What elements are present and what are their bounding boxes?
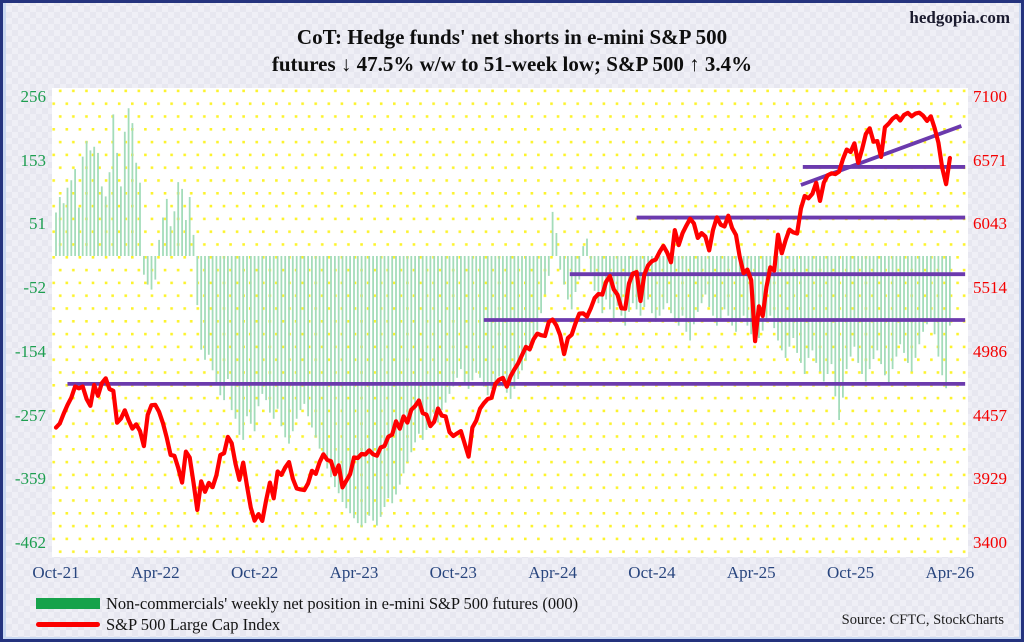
chart-title: CoT: Hedge funds' net shorts in e-mini S…	[0, 24, 1024, 79]
left-axis-tick: -257	[14, 405, 46, 425]
x-axis-tick: Oct-21	[32, 563, 80, 582]
sp500-price-line	[53, 110, 953, 524]
legend-bar-label: Non-commercials' weekly net position in …	[106, 594, 579, 613]
legend: Non-commercials' weekly net position in …	[36, 593, 578, 635]
right-axis-tick: 6571	[973, 150, 1007, 170]
chart-title-line2: futures ↓ 47.5% w/w to 51-week low; S&P …	[271, 52, 753, 77]
right-axis-tick: 3929	[973, 469, 1007, 489]
source-credit: Source: CFTC, StockCharts	[841, 612, 1004, 628]
left-axis-tick: -154	[14, 341, 46, 361]
right-axis-tick: 4457	[973, 405, 1007, 425]
right-axis-tick: 3400	[973, 533, 1007, 552]
chart-title-line1: CoT: Hedge funds' net shorts in e-mini S…	[296, 25, 728, 49]
right-axis-tick: 5514	[973, 278, 1007, 298]
legend-line-label: S&P 500 Large Cap Index	[106, 615, 281, 634]
right-axis-tick: 4986	[973, 341, 1007, 361]
left-axis-tick: 256	[20, 87, 47, 106]
left-axis-tick: -52	[23, 278, 46, 298]
x-axis-tick: Apr-26	[925, 563, 975, 582]
x-axis-tick: Apr-24	[528, 563, 577, 582]
legend-item-sp500: S&P 500 Large Cap Index	[36, 614, 578, 635]
right-axis-tick: 7100	[973, 87, 1007, 106]
x-axis-tick: Oct-25	[826, 563, 875, 582]
left-axis-tick: -462	[14, 533, 46, 552]
left-axis-tick: 153	[20, 150, 47, 170]
x-axis-tick: Oct-24	[628, 563, 676, 582]
legend-bar-swatch	[36, 598, 100, 609]
legend-item-net-position: Non-commercials' weekly net position in …	[36, 593, 578, 614]
right-axis-tick: 6043	[973, 214, 1007, 234]
left-axis-tick: 51	[29, 214, 46, 234]
x-axis-tick: Apr-22	[130, 563, 180, 582]
x-axis-tick: Apr-25	[726, 563, 776, 582]
left-axis-tick: -359	[14, 469, 46, 489]
site-watermark: hedgopia.com	[909, 8, 1010, 27]
x-axis-tick: Apr-23	[329, 563, 379, 582]
legend-line-swatch	[36, 622, 100, 627]
x-axis-tick: Oct-22	[231, 563, 279, 582]
x-axis-tick: Oct-23	[429, 563, 477, 582]
